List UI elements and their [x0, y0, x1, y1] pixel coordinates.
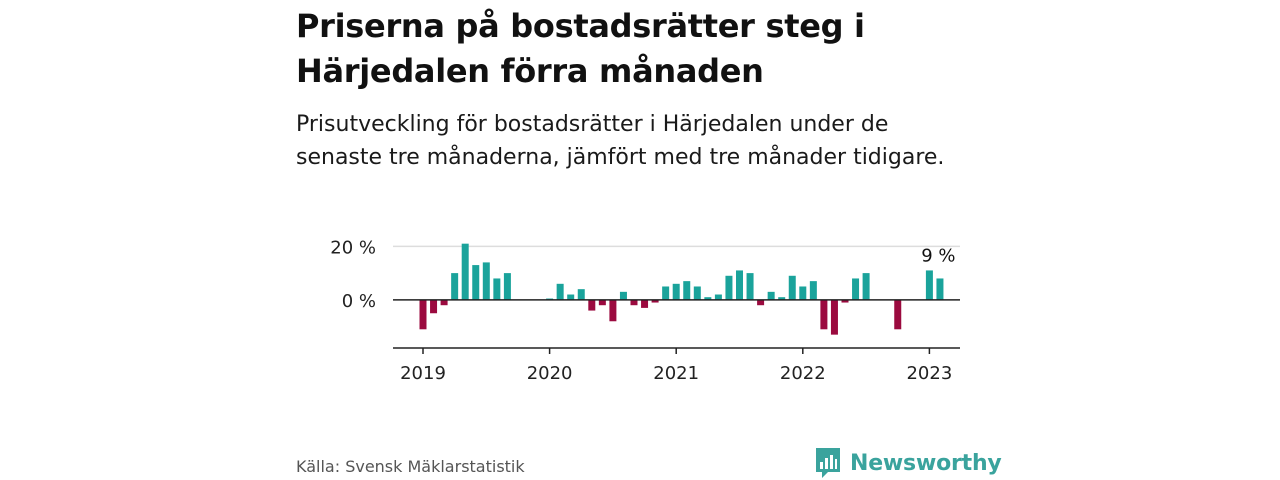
data-label: 9 %	[921, 245, 955, 266]
source-note: Källa: Svensk Mäklarstatistik	[296, 457, 525, 476]
bar	[683, 281, 691, 300]
bar	[672, 283, 680, 300]
bar	[588, 299, 596, 311]
bar	[461, 243, 469, 300]
bar	[757, 299, 765, 306]
chart-subtitle: Prisutveckling för bostadsrätter i Härje…	[296, 112, 945, 170]
x-tick-label: 2021	[653, 363, 699, 384]
bar	[472, 265, 480, 300]
brand-logo: Newsworthy	[814, 446, 1002, 480]
bar-chart: 0 % 20 % 2019 2020 2021 2022 2023 9 %	[330, 237, 960, 384]
bar	[630, 299, 638, 306]
bar	[419, 299, 427, 330]
bar	[503, 273, 511, 300]
bar	[788, 275, 796, 300]
bar	[693, 286, 701, 300]
bar	[430, 299, 438, 314]
x-tick-label: 2020	[527, 363, 573, 384]
bar	[714, 294, 722, 300]
bar	[767, 291, 775, 300]
bar	[619, 291, 627, 300]
bar	[577, 289, 585, 300]
bar	[936, 278, 944, 300]
bar	[609, 299, 617, 322]
bar	[841, 299, 849, 303]
bar	[440, 299, 448, 306]
bar	[662, 286, 670, 300]
bar	[725, 275, 733, 300]
bar	[598, 299, 606, 306]
bar	[567, 294, 575, 300]
bar	[852, 278, 860, 300]
bar	[736, 270, 743, 300]
bar	[451, 273, 459, 300]
bar	[894, 299, 902, 330]
y-tick-label: 20 %	[330, 237, 376, 258]
bar	[482, 262, 490, 300]
bar	[746, 273, 754, 300]
bar	[704, 297, 712, 300]
bar	[820, 299, 828, 330]
bar	[641, 299, 649, 308]
bar	[830, 299, 838, 335]
bar	[799, 286, 807, 300]
bar-chart-logo-icon	[816, 448, 840, 478]
bar	[493, 278, 501, 300]
chart-title: Priserna på bostadsrätter steg i Härjeda…	[296, 7, 865, 90]
chart-card: Priserna på bostadsrätter steg i Härjeda…	[296, 0, 1002, 480]
x-tick-label: 2019	[400, 363, 446, 384]
bar	[556, 283, 564, 300]
y-tick-label: 0 %	[342, 291, 376, 312]
bar	[925, 270, 933, 300]
bar	[809, 281, 817, 300]
brand-name: Newsworthy	[850, 450, 1002, 476]
x-tick-label: 2023	[906, 363, 952, 384]
x-tick-label: 2022	[780, 363, 826, 384]
bar	[651, 299, 659, 303]
bar	[778, 297, 786, 300]
bar	[862, 273, 870, 300]
